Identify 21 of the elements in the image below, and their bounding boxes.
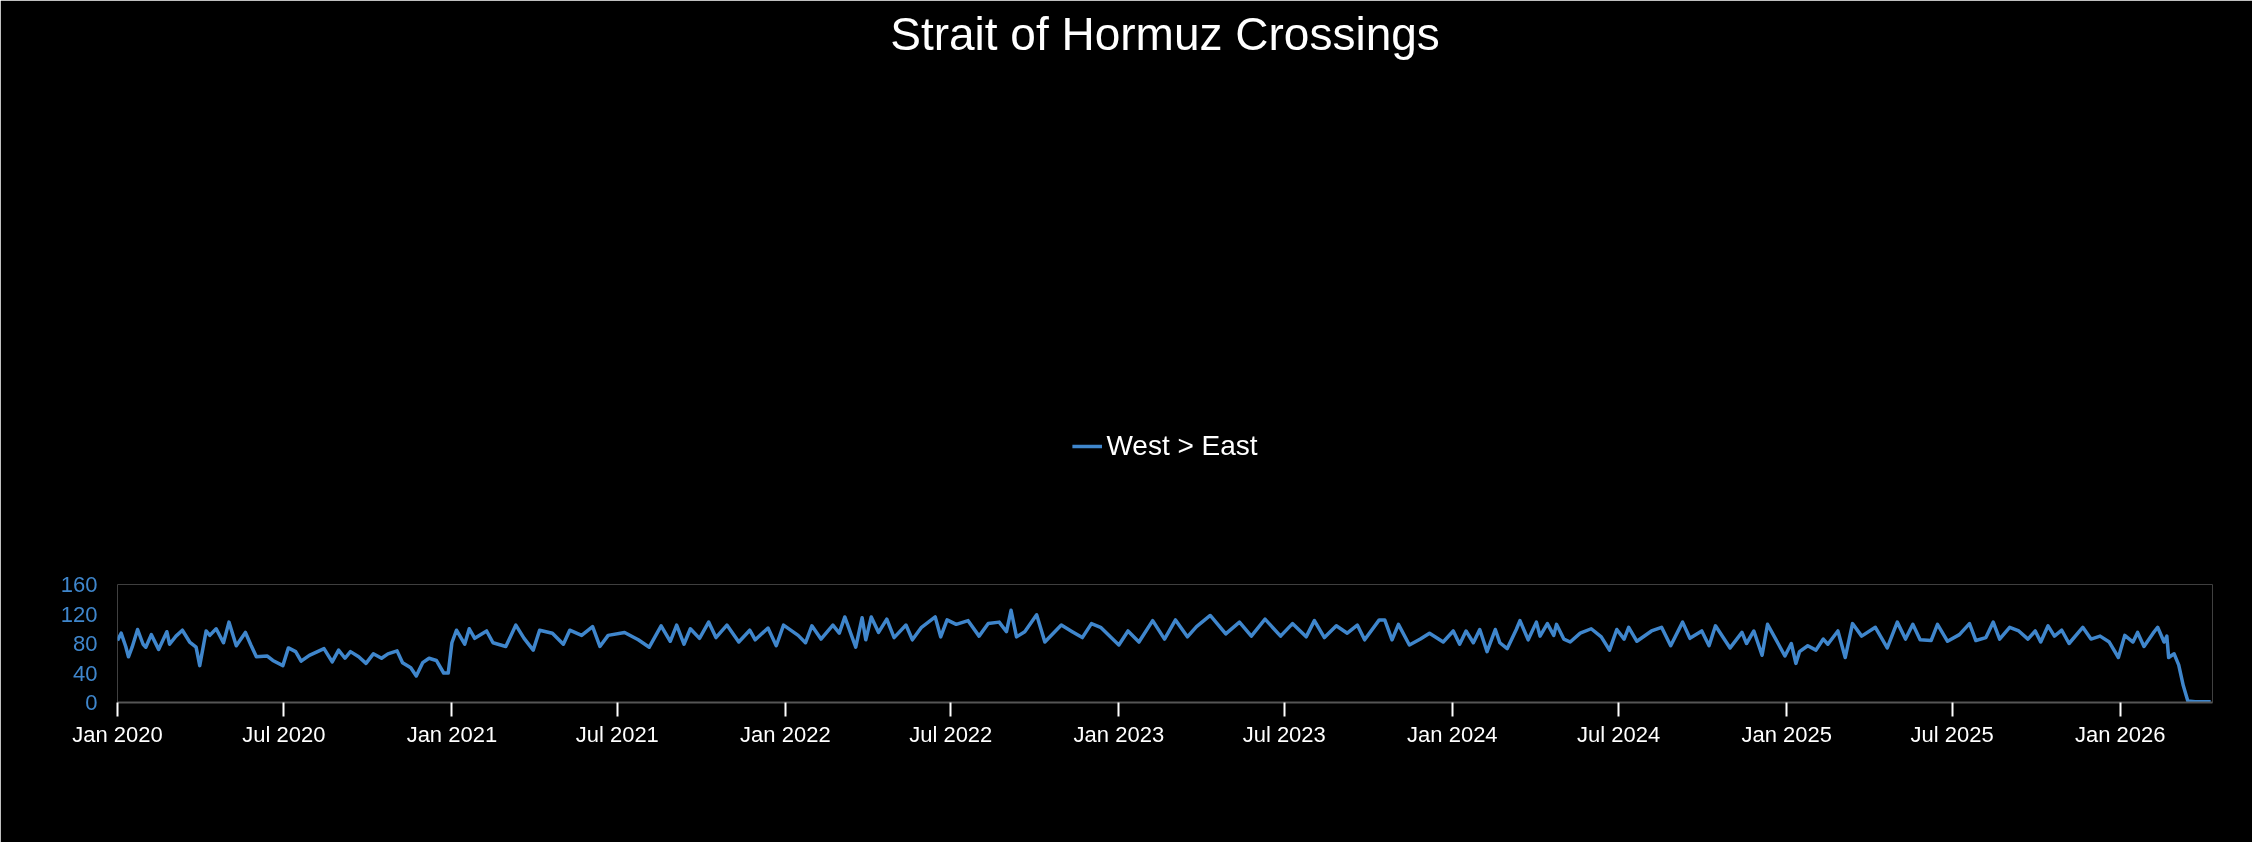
x-tick-label: Jul 2023: [1242, 721, 1326, 747]
x-tick-label: Jan 2025: [1741, 721, 1833, 747]
y-tick-label: 120: [60, 601, 98, 627]
x-tick-label: Jul 2022: [909, 721, 993, 747]
x-tick-label: Jan 2024: [1407, 721, 1498, 747]
y-tick-label: 160: [60, 572, 98, 597]
x-tick-label: Jan 2026: [2074, 721, 2166, 747]
chart-title: Strait of Hormuz Crossings: [890, 7, 1440, 60]
legend-label: West > East: [1106, 430, 1258, 462]
x-tick-label: Jul 2024: [1577, 721, 1661, 747]
y-tick-label: 80: [73, 631, 98, 656]
x-tick-label: Jan 2022: [740, 721, 831, 747]
line-series: [117, 608, 2213, 703]
x-tick-label: Jan 2021: [406, 721, 498, 747]
x-tick-label: Jul 2025: [1910, 721, 1994, 747]
x-tick-label: Jan 2023: [1073, 721, 1165, 747]
y-tick-label: 0: [85, 690, 98, 715]
x-tick-label: Jul 2021: [575, 721, 659, 747]
x-tick-label: Jul 2020: [242, 721, 326, 747]
y-tick-label: 40: [73, 660, 98, 686]
x-tick-label: Jan 2020: [72, 721, 163, 747]
